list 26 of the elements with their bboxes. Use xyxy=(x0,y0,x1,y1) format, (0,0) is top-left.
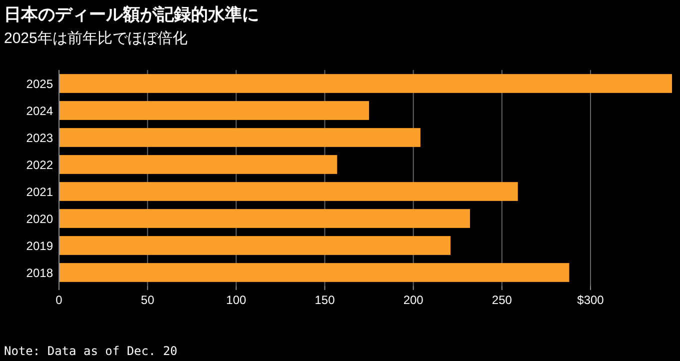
y-tick-label: 2025 xyxy=(26,77,54,91)
y-tick-label: 2024 xyxy=(26,104,54,118)
x-tick-label: 150 xyxy=(314,293,336,307)
bar xyxy=(59,209,470,228)
x-tick-label: 0 xyxy=(56,293,63,307)
bar xyxy=(59,236,451,255)
bar xyxy=(59,101,370,120)
bar xyxy=(59,155,338,174)
y-tick-label: 2020 xyxy=(26,212,54,226)
y-tick-label: 2023 xyxy=(26,131,54,145)
chart-title: 日本のディール額が記録的水準に xyxy=(4,5,259,24)
y-tick-label: 2022 xyxy=(26,158,54,172)
y-tick-label: 2021 xyxy=(26,185,54,199)
x-tick-label: 100 xyxy=(226,293,246,307)
x-tick-label: $300 xyxy=(577,293,604,307)
y-tick-label: 2019 xyxy=(26,239,54,253)
text: Note: Data as of Dec. 20 xyxy=(4,344,178,358)
bar xyxy=(59,182,518,201)
bar xyxy=(59,74,672,93)
bar xyxy=(59,263,570,282)
x-tick-label: 250 xyxy=(492,293,512,307)
chart-subtitle: 2025年は前年比でほぼ倍化 xyxy=(4,30,188,47)
bar xyxy=(59,128,420,147)
x-tick-label: 50 xyxy=(140,293,155,307)
x-tick-label: 200 xyxy=(403,293,424,307)
y-tick-label: 2018 xyxy=(26,266,54,280)
